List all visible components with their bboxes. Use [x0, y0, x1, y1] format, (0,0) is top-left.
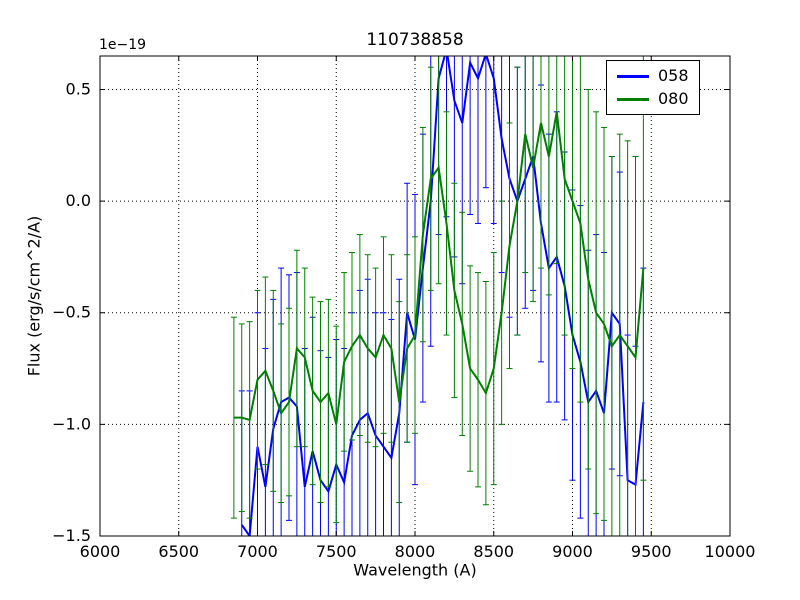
series-line-080	[233, 111, 645, 425]
y-axis-label: Flux (erg/s/cm^2/A)	[24, 215, 44, 377]
x-tick-label: 9500	[631, 542, 672, 561]
x-tick-label: 7000	[237, 542, 278, 561]
legend-entry-080: 080	[617, 90, 689, 108]
legend-label-080: 080	[658, 89, 689, 108]
y-tick-label: 0.0	[66, 191, 91, 210]
x-tick-label: 10000	[705, 542, 756, 561]
series-058	[238, 56, 647, 536]
plot-title: 110738858	[366, 30, 464, 50]
legend-line-080-icon	[617, 97, 649, 101]
x-tick-label: 8500	[473, 542, 514, 561]
y-tick-label: −0.5	[52, 303, 91, 322]
y-axis-offset-text: 1e−19	[99, 37, 147, 53]
legend-label-058: 058	[658, 66, 689, 85]
x-tick-label: 8000	[395, 542, 436, 561]
x-axis-label: Wavelength (A)	[353, 560, 477, 580]
series-line-058	[240, 56, 645, 536]
y-tick-label: −1.0	[52, 414, 91, 433]
legend-line-058-icon	[617, 74, 649, 78]
legend: 058 080	[606, 60, 700, 115]
x-tick-label: 7500	[316, 542, 357, 561]
y-tick-label: −1.5	[52, 526, 91, 545]
y-tick-label: 0.5	[66, 79, 91, 98]
series-080	[230, 56, 647, 536]
x-tick-label: 6500	[158, 542, 199, 561]
legend-entry-058: 058	[617, 67, 689, 85]
x-tick-label: 6000	[80, 542, 121, 561]
x-tick-label: 9000	[552, 542, 593, 561]
